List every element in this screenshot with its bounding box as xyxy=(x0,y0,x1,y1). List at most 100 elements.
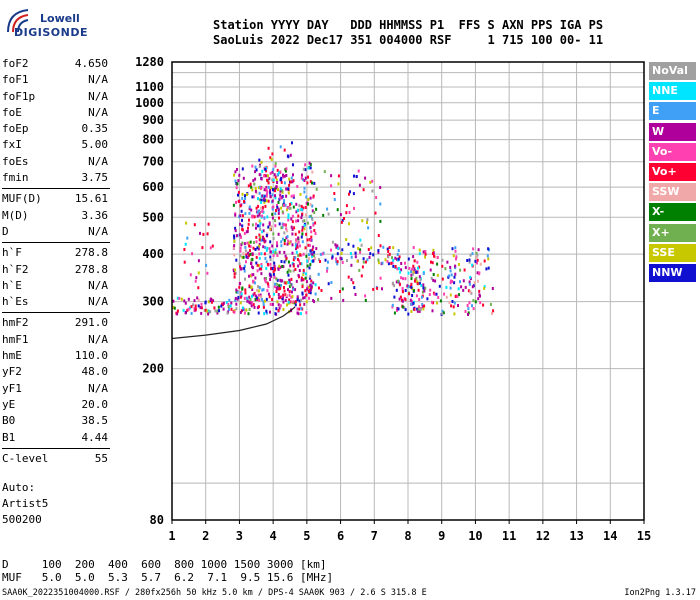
echo-point xyxy=(245,260,247,264)
echo-point xyxy=(276,181,279,184)
echo-point xyxy=(242,252,245,256)
echo-point xyxy=(416,260,419,264)
echo-point xyxy=(391,303,394,307)
echo-point xyxy=(260,295,263,299)
echo-point xyxy=(297,236,300,240)
echo-point xyxy=(312,194,315,198)
echo-point xyxy=(298,269,301,272)
echo-point xyxy=(423,304,426,308)
echo-point xyxy=(292,258,295,262)
echo-point xyxy=(476,261,478,265)
echo-point xyxy=(386,260,389,264)
param-name: foEs xyxy=(2,154,29,168)
echo-point xyxy=(288,278,291,282)
echo-point xyxy=(290,225,293,229)
echo-point xyxy=(232,246,235,250)
echo-point xyxy=(262,288,265,292)
echo-point xyxy=(449,279,452,283)
echo-point xyxy=(294,244,297,248)
echo-point xyxy=(252,303,255,307)
echo-point xyxy=(267,146,270,150)
echo-point xyxy=(453,312,456,316)
echo-point xyxy=(300,253,303,257)
param-name: h`E xyxy=(2,278,22,292)
echo-point xyxy=(291,232,294,236)
echo-point xyxy=(243,264,246,268)
echo-point xyxy=(260,272,263,276)
echo-point xyxy=(381,287,383,291)
echo-point xyxy=(337,174,340,178)
echo-point xyxy=(277,303,280,307)
x-tick-label: 1 xyxy=(168,529,175,543)
echo-point xyxy=(430,276,433,280)
echo-point xyxy=(193,307,196,310)
echo-point xyxy=(263,188,266,192)
param-row: B0 38.5 xyxy=(2,413,108,429)
echo-point xyxy=(238,282,241,286)
echo-point xyxy=(294,300,297,304)
echo-point xyxy=(308,243,311,247)
echo-point xyxy=(269,258,272,262)
echo-point xyxy=(180,297,183,301)
echo-point xyxy=(281,297,284,301)
param-name: h`Es xyxy=(2,295,29,309)
echo-point xyxy=(304,168,307,172)
param-row: fmin 3.75 xyxy=(2,170,108,186)
param-value: 38.5 xyxy=(81,414,109,428)
echo-point xyxy=(320,289,323,292)
echo-point xyxy=(401,287,404,290)
echo-point xyxy=(248,205,251,209)
echo-point xyxy=(327,260,329,264)
y-tick-label: 600 xyxy=(142,180,164,194)
echo-point xyxy=(377,261,380,265)
echo-point xyxy=(397,266,400,270)
echo-point xyxy=(296,185,299,188)
echo-point xyxy=(330,174,333,178)
echo-point xyxy=(276,286,279,289)
echo-point xyxy=(248,284,251,288)
echo-point xyxy=(295,279,298,283)
echo-point xyxy=(278,250,281,254)
echo-point xyxy=(301,240,304,244)
echo-point xyxy=(299,303,302,307)
x-tick-label: 12 xyxy=(536,529,550,543)
echo-point xyxy=(227,302,230,306)
param-row: h`Es N/A xyxy=(2,294,108,310)
echo-point xyxy=(250,273,253,277)
echo-point xyxy=(350,255,353,259)
echo-point xyxy=(244,197,247,200)
echo-point xyxy=(491,311,493,315)
echo-point xyxy=(305,272,307,276)
echo-point xyxy=(462,279,465,283)
echo-point xyxy=(377,249,380,252)
echo-point xyxy=(390,261,393,265)
echo-point xyxy=(176,296,179,300)
echo-point xyxy=(300,235,303,239)
echo-point xyxy=(287,268,290,272)
echo-point xyxy=(396,257,398,261)
echo-point xyxy=(453,281,456,285)
param-row: C-level 55 xyxy=(2,451,108,467)
echo-point xyxy=(234,170,237,174)
y-tick-label: 1100 xyxy=(135,80,164,94)
echo-point xyxy=(456,295,459,298)
echo-point xyxy=(233,272,236,276)
echo-point xyxy=(252,179,255,183)
echo-point xyxy=(362,260,365,264)
echo-point xyxy=(355,175,358,178)
echo-point xyxy=(300,204,303,208)
echo-point xyxy=(264,278,267,282)
echo-point xyxy=(314,283,317,287)
echo-point xyxy=(261,194,264,198)
echo-point xyxy=(256,263,259,267)
echo-point xyxy=(279,278,282,282)
echo-point xyxy=(239,222,242,226)
echo-point xyxy=(255,222,258,226)
param-row: foE N/A xyxy=(2,105,108,121)
echo-point xyxy=(229,304,232,308)
echo-point xyxy=(282,173,284,177)
echo-point xyxy=(261,169,264,173)
echo-point xyxy=(300,208,303,211)
logo-line-2: DIGISONDE xyxy=(14,26,88,39)
echo-point xyxy=(279,265,282,269)
